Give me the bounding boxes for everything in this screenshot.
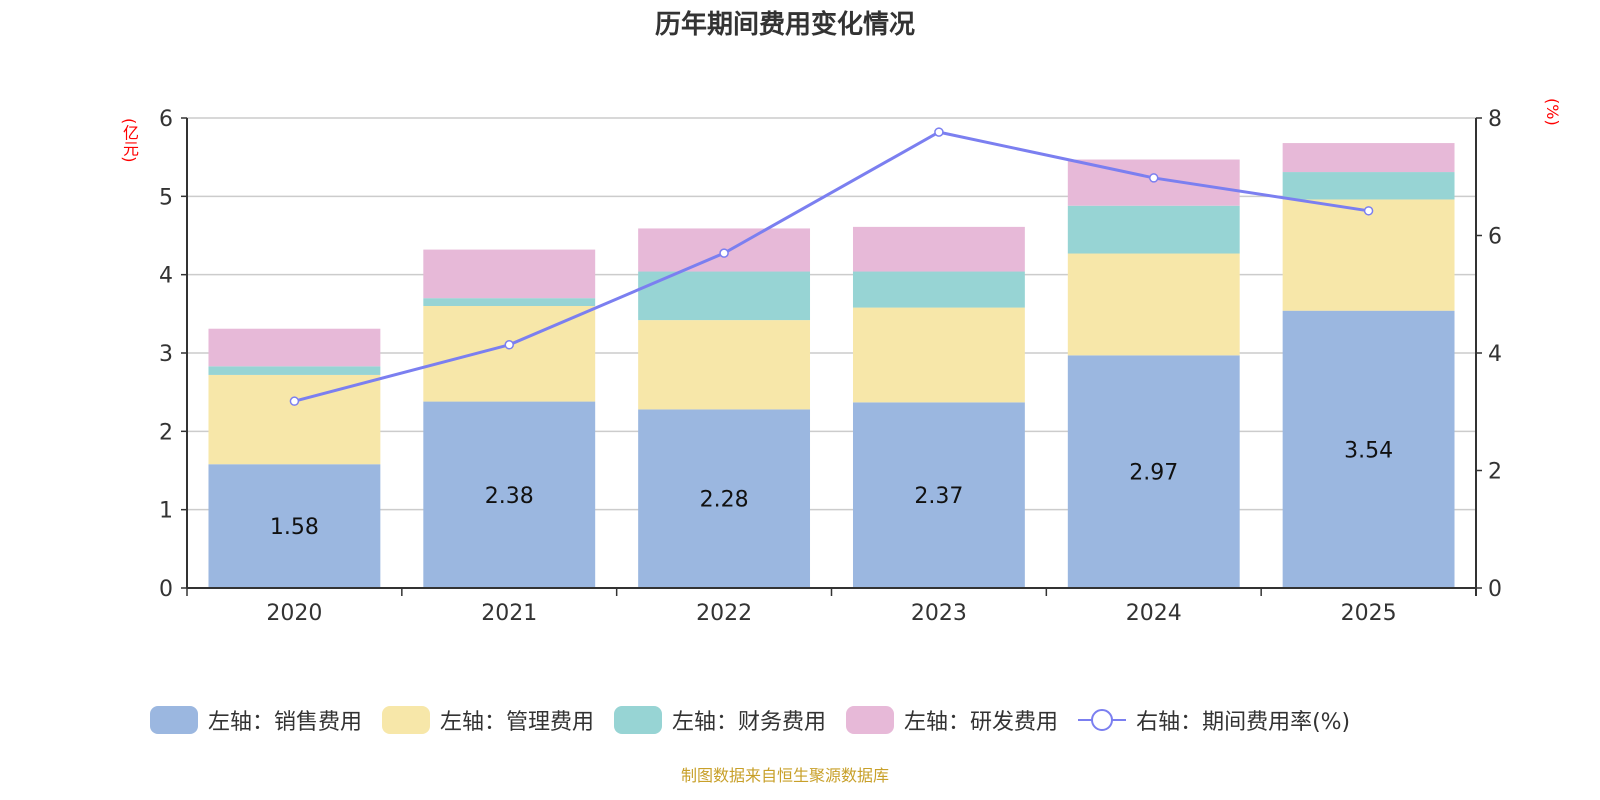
bar-segment xyxy=(1282,199,1455,311)
x-axis-tick-label: 2021 xyxy=(481,601,537,626)
left-axis-tick-label: 6 xyxy=(159,107,173,132)
legend-item-sales[interactable]: 左轴：销售费用 xyxy=(150,704,362,736)
legend-item-finance[interactable]: 左轴：财务费用 xyxy=(614,704,826,736)
bar-segment xyxy=(1067,253,1240,356)
x-axis-tick-label: 2023 xyxy=(911,601,967,626)
bar-segment xyxy=(1067,355,1240,588)
left-axis-tick-label: 5 xyxy=(159,185,173,210)
x-axis-tick-label: 2020 xyxy=(266,601,322,626)
x-axis-tick-label: 2022 xyxy=(696,601,752,626)
bar-segment xyxy=(638,271,811,321)
right-axis-tick-label: 8 xyxy=(1488,107,1502,132)
bar-segment xyxy=(208,464,381,588)
left-axis-tick-label: 1 xyxy=(159,499,173,524)
rate-point xyxy=(934,127,944,137)
x-axis-tick-label: 2024 xyxy=(1126,601,1182,626)
bar-data-label: 2.28 xyxy=(700,488,749,513)
rate-point xyxy=(504,340,514,350)
bar-segment xyxy=(638,409,811,588)
legend-item-rd[interactable]: 左轴：研发费用 xyxy=(846,704,1058,736)
source-note: 制图数据来自恒生聚源数据库 xyxy=(680,766,889,785)
bar-segment xyxy=(423,298,596,306)
bar-data-label: 2.37 xyxy=(914,484,963,509)
legend-swatch-rd xyxy=(846,706,895,734)
bar-segment xyxy=(852,271,1025,308)
right-axis-tick-label: 4 xyxy=(1488,342,1502,367)
bar-segment xyxy=(208,366,381,375)
bar-segment xyxy=(638,320,811,410)
right-axis-tick-label: 0 xyxy=(1488,577,1502,602)
bar-data-label: 3.54 xyxy=(1344,438,1393,463)
right-axis-tick-label: 2 xyxy=(1488,460,1502,485)
bar-segment xyxy=(208,374,381,465)
bar-data-label: 2.38 xyxy=(485,484,534,509)
left-axis-tick-label: 3 xyxy=(159,342,173,367)
legend-swatch-finance xyxy=(614,706,663,734)
bar-segment xyxy=(1282,310,1455,588)
left-axis-tick-label: 0 xyxy=(159,577,173,602)
legend-label-sales: 左轴：销售费用 xyxy=(208,710,363,735)
bar-segment xyxy=(208,328,381,367)
rate-point xyxy=(1363,206,1374,216)
bar-segment xyxy=(852,402,1025,588)
right-axis-unit: (%) xyxy=(1543,98,1562,126)
bar-data-label: 2.97 xyxy=(1129,461,1178,486)
rate-point xyxy=(1149,173,1159,183)
legend-item-rate[interactable]: 右轴：期间费用率(%) xyxy=(1078,704,1350,736)
legend-label-rd: 左轴：研发费用 xyxy=(904,710,1059,735)
rate-point xyxy=(719,248,729,258)
legend-label-admin: 左轴：管理费用 xyxy=(440,710,595,735)
chart-title: 历年期间费用变化情况 xyxy=(654,10,915,40)
bar-segment xyxy=(1067,205,1240,254)
legend: 左轴：销售费用 左轴：管理费用 左轴：财务费用 左轴：研发费用 右轴：期间费用率… xyxy=(150,704,1370,736)
bar-segment xyxy=(423,401,596,588)
rate-point xyxy=(289,396,300,406)
bar-data-label: 1.58 xyxy=(270,515,319,540)
left-axis-tick-label: 2 xyxy=(159,420,173,445)
rate-line xyxy=(294,130,1369,403)
right-axis-tick-label: 6 xyxy=(1488,225,1502,250)
legend-line-marker-icon xyxy=(1078,709,1127,731)
left-axis-unit: (亿元) xyxy=(120,118,139,163)
bar-segment xyxy=(423,249,596,299)
bar-segment xyxy=(1282,143,1455,173)
legend-swatch-admin xyxy=(382,706,431,734)
legend-item-admin[interactable]: 左轴：管理费用 xyxy=(382,704,594,736)
left-axis-tick-label: 4 xyxy=(159,264,173,289)
legend-swatch-sales xyxy=(150,706,198,734)
x-axis-tick-label: 2025 xyxy=(1341,601,1397,626)
legend-label-rate: 右轴：期间费用率(%) xyxy=(1136,710,1351,735)
bar-segment xyxy=(1282,172,1455,200)
legend-label-finance: 左轴：财务费用 xyxy=(672,710,827,735)
bar-segment xyxy=(852,307,1025,403)
bar-segment xyxy=(852,226,1025,272)
